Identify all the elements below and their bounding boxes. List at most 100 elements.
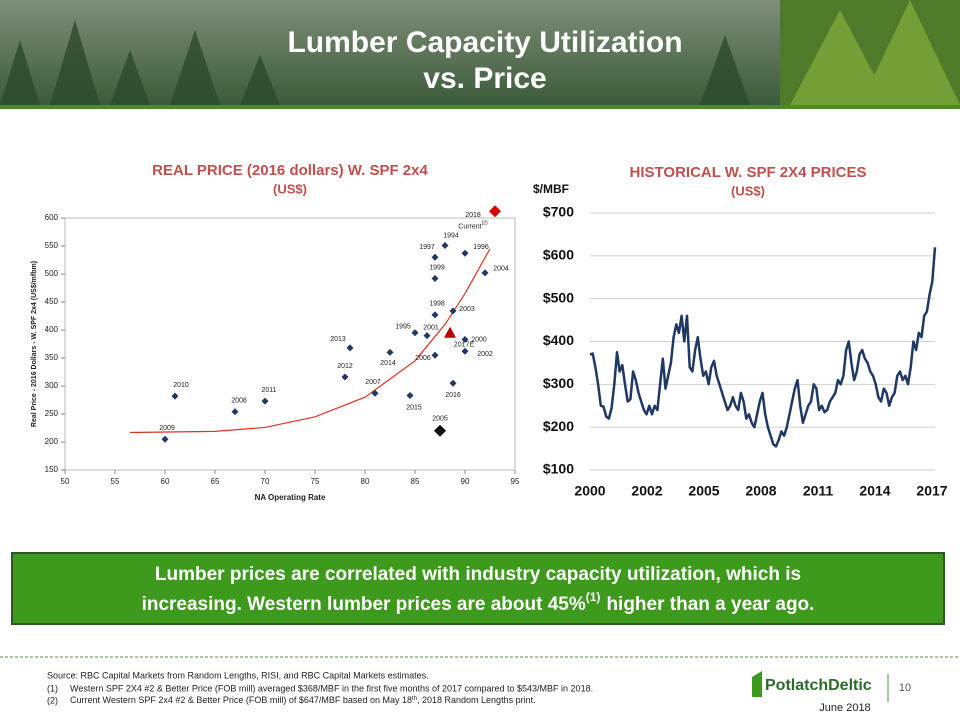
point [261,397,269,405]
callout-text: Lumber prices are correlated with indust… [155,564,801,585]
x-axis-label: NA Operating Rate [255,493,326,502]
y-tick-label: $400 [543,332,574,348]
slide-title: vs. Price [423,62,546,95]
point-label: 1999 [429,264,445,271]
y-unit: $/MBF [533,182,569,196]
point-note: Current(2) [458,221,488,231]
callout-sup: (1) [586,590,601,604]
point [423,332,431,340]
point-note-sup: (2) [482,221,488,227]
note-text: Current Western SPF 2x4 #2 & Better Pric… [70,695,536,705]
point [161,435,169,443]
point-label: 2013 [330,336,346,343]
point [341,373,349,381]
y-axis-label: Real Price - 2016 Dollars - W. SPF 2x4 (… [31,261,38,427]
x-tick-label: 2014 [859,483,890,499]
point-label: 2005 [432,416,448,423]
point [461,347,469,355]
source-note: Source: RBC Capital Markets from Random … [47,670,429,680]
x-tick-label: 95 [511,477,520,486]
logo-icon [752,671,762,697]
y-tick-label: 400 [45,325,59,334]
note-text: Western SPF 2X4 #2 & Better Price (FOB m… [70,683,593,693]
point-label: 2018 [465,212,481,219]
y-tick-label: 450 [45,297,59,306]
point [411,329,419,337]
note-marker: (1) [47,683,58,693]
point [386,348,394,356]
x-tick-label: 60 [161,477,170,486]
chart-title: REAL PRICE (2016 dollars) W. SPF 2x4 [152,162,428,179]
point-label: 2003 [459,306,475,313]
chart-title: HISTORICAL W. SPF 2X4 PRICES [630,164,867,181]
y-tick-label: 550 [45,241,59,250]
point [171,392,179,400]
point [441,241,449,249]
point [449,379,457,387]
point-label: 2007 [365,379,381,386]
x-tick-label: 70 [261,477,270,486]
point [489,205,501,218]
x-tick-label: 2000 [574,483,605,499]
plot-frame [64,217,516,471]
point-label: 2011 [261,387,276,394]
date: June 2018 [819,702,870,714]
point [371,389,379,397]
price-line [589,247,937,448]
point-label: 2012 [337,363,353,370]
y-tick-label: $700 [543,204,574,220]
note-marker: (2) [47,695,58,705]
chart-subtitle: (US$) [273,181,307,196]
callout-text: increasing. Western lumber prices are ab… [142,590,815,615]
y-tick-label: 150 [45,465,59,474]
callout-text: increasing. Western lumber prices are ab… [142,594,586,615]
point [431,311,439,319]
x-tick-label: 75 [311,477,320,486]
y-tick-label: $600 [543,247,574,263]
trendline [129,248,491,434]
logo: PotlatchDeltic [765,677,872,694]
point-label: 2006 [415,355,431,362]
x-tick-label: 85 [411,477,420,486]
note-text: Current Western SPF 2x4 #2 & Better Pric… [70,695,412,705]
y-tick-label: 200 [45,437,59,446]
note-sup: th [412,696,417,702]
point [449,307,457,315]
callout-box [11,552,945,625]
point-label: 2008 [231,398,247,405]
charts: 50 55 60 65 70 75 80 85 90 95 150 200 250 300 350 400 45… [31,182,948,502]
point-label: 2015 [406,404,422,411]
y-tick-label: $300 [543,375,574,391]
y-tick-label: $500 [543,289,574,305]
y-tick-label: 300 [45,381,59,390]
point [431,351,439,359]
x-tick-label: 2008 [745,483,776,499]
y-tick-label: $200 [543,418,574,434]
point-label: 1994 [443,232,459,239]
point-label: 2017E [454,342,475,349]
slide-title: Lumber Capacity Utilization [287,26,682,59]
point [431,253,439,261]
point-label: 2014 [380,360,396,367]
point-label: 1997 [419,244,435,251]
point [431,274,439,282]
y-tick-label: 600 [45,213,59,222]
point [481,269,489,277]
point [461,336,469,344]
x-tick-label: 65 [211,477,220,486]
point-label: 1996 [473,244,489,251]
point [231,408,239,416]
x-tick-label: 90 [461,477,470,486]
chart-subtitle: (US$) [731,183,765,198]
point-label: 1995 [395,324,411,331]
point-note: Current [458,223,481,230]
x-tick-label: 55 [111,477,120,486]
point-label: 2016 [445,392,461,399]
point [461,249,469,257]
point [406,392,414,400]
point-label: 2000 [471,336,487,343]
y-tick-label: 500 [45,269,59,278]
page-number: 10 [899,682,911,694]
point-label: 2010 [173,382,189,389]
